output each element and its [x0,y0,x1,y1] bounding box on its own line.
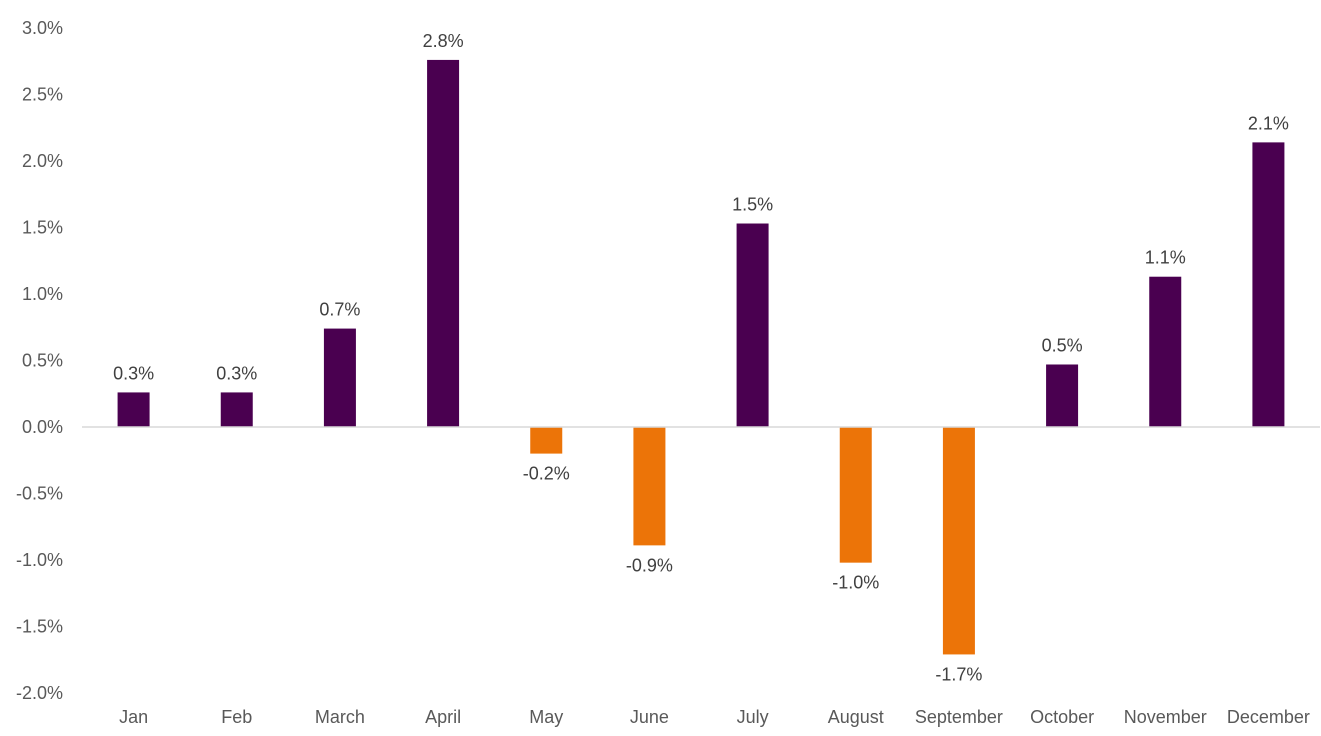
data-label-june: -0.9% [626,555,673,575]
data-labels: 0.3% 0.3% 0.7% 2.8% -0.2% -0.9% 1.5% -1.0% -1.7%… [113,31,1289,685]
x-category-label: December [1227,707,1310,727]
y-tick-label: 0.0% [22,417,63,437]
x-category-label: April [425,707,461,727]
bar-june [633,427,666,546]
data-label-march: 0.7% [319,300,360,320]
x-category-label: June [630,707,669,727]
y-tick-label: 1.5% [22,218,63,238]
bar-november [1149,276,1182,427]
x-category-label: August [828,707,884,727]
bar-may [530,427,563,454]
x-category-label: July [737,707,769,727]
bar-september [942,427,975,655]
data-label-december: 2.1% [1248,113,1289,133]
bar-feb [220,392,253,427]
bar-july [736,223,769,427]
bar-april [427,59,460,428]
data-label-april: 2.8% [423,31,464,51]
bar-jan [117,392,150,427]
x-category-label: November [1124,707,1207,727]
y-tick-label: 3.0% [22,18,63,38]
data-label-september: -1.7% [935,664,982,684]
x-category-label: March [315,707,365,727]
bar-august [839,427,872,563]
bar-march [323,328,356,427]
data-label-july: 1.5% [732,195,773,215]
x-category-label: October [1030,707,1094,727]
data-label-october: 0.5% [1042,335,1083,355]
y-tick-label: 2.5% [22,85,63,105]
data-label-jan: 0.3% [113,363,154,383]
x-category-label: May [529,707,563,727]
x-axis: Jan Feb March April May June July August Septemb… [119,707,1310,727]
y-tick-label: -1.5% [16,617,63,637]
data-label-may: -0.2% [523,464,570,484]
y-tick-label: -0.5% [16,484,63,504]
bar-october [1046,364,1079,427]
y-tick-label: 1.0% [22,284,63,304]
data-label-november: 1.1% [1145,248,1186,268]
bars [117,59,1285,655]
x-category-label: Feb [221,707,252,727]
y-tick-label: -2.0% [16,683,63,703]
x-category-label: Jan [119,707,148,727]
y-tick-label: 0.5% [22,351,63,371]
y-tick-label: -1.0% [16,550,63,570]
data-label-august: -1.0% [832,573,879,593]
x-category-label: September [915,707,1003,727]
bar-december [1252,142,1285,427]
y-tick-label: 2.0% [22,151,63,171]
data-label-feb: 0.3% [216,363,257,383]
y-axis: 3.0% 2.5% 2.0% 1.5% 1.0% 0.5% 0.0% -0.5% -1.0% -1… [16,18,63,703]
